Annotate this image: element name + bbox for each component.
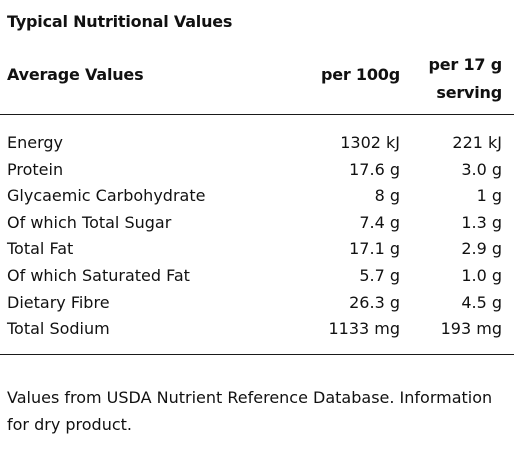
table-row: Total Fat 17.1 g 2.9 g (0, 237, 514, 264)
nutrient-label: Glycaemic Carbohydrate (7, 186, 206, 206)
value-per-serving: 193 mg (440, 319, 502, 339)
value-per-100g: 26.3 g (349, 292, 400, 312)
table-row: Glycaemic Carbohydrate 8 g 1 g (0, 184, 514, 211)
column-header-per-serving: per 17 g serving (428, 55, 503, 102)
value-per-100g: 17.1 g (349, 239, 400, 259)
nutrient-label: Total Sodium (7, 319, 110, 339)
value-per-serving: 4.5 g (461, 292, 502, 312)
value-per-serving: 1.0 g (461, 265, 502, 285)
header-divider (0, 114, 514, 115)
table-row: Energy 1302 kJ 221 kJ (0, 131, 514, 158)
footer-divider (0, 354, 514, 355)
nutrient-label: Energy (7, 133, 64, 152)
value-per-serving: 1 g (476, 186, 502, 206)
column-header-per-100g: per 100g (320, 65, 400, 84)
column-header-nutrient: Average Values (7, 65, 144, 84)
table-row: Of which Total Sugar 7.4 g 1.3 g (0, 211, 514, 238)
table-row: Dietary Fibre 26.3 g 4.5 g (0, 291, 514, 318)
nutrient-label: Of which Total Sugar (7, 212, 172, 232)
nutrient-label: Of which Saturated Fat (7, 265, 190, 285)
table-row: Protein 17.6 g 3.0 g (0, 158, 514, 185)
value-per-100g: 7.4 g (359, 212, 400, 232)
nutrient-label: Dietary Fibre (7, 292, 110, 312)
value-per-serving: 3.0 g (461, 159, 502, 179)
value-per-100g: 17.6 g (349, 159, 400, 179)
table-row: Total Sodium 1133 mg 193 mg (0, 317, 514, 344)
value-per-serving: 1.3 g (461, 212, 502, 232)
source-footnote: Values from USDA Nutrient Reference Data… (7, 388, 493, 434)
value-per-serving: 2.9 g (461, 239, 502, 259)
nutrient-label: Total Fat (7, 239, 74, 259)
table-title: Typical Nutritional Values (7, 12, 233, 31)
value-per-serving: 221 kJ (452, 133, 502, 152)
table-row: Of which Saturated Fat 5.7 g 1.0 g (0, 264, 514, 291)
value-per-100g: 1133 mg (328, 319, 400, 339)
nutrient-label: Protein (7, 159, 64, 179)
value-per-100g: 5.7 g (359, 265, 400, 285)
value-per-100g: 1302 kJ (340, 133, 400, 152)
nutrition-rows: Energy 1302 kJ 221 kJ Protein 17.6 g 3.0… (0, 131, 514, 344)
value-per-100g: 8 g (374, 186, 400, 206)
